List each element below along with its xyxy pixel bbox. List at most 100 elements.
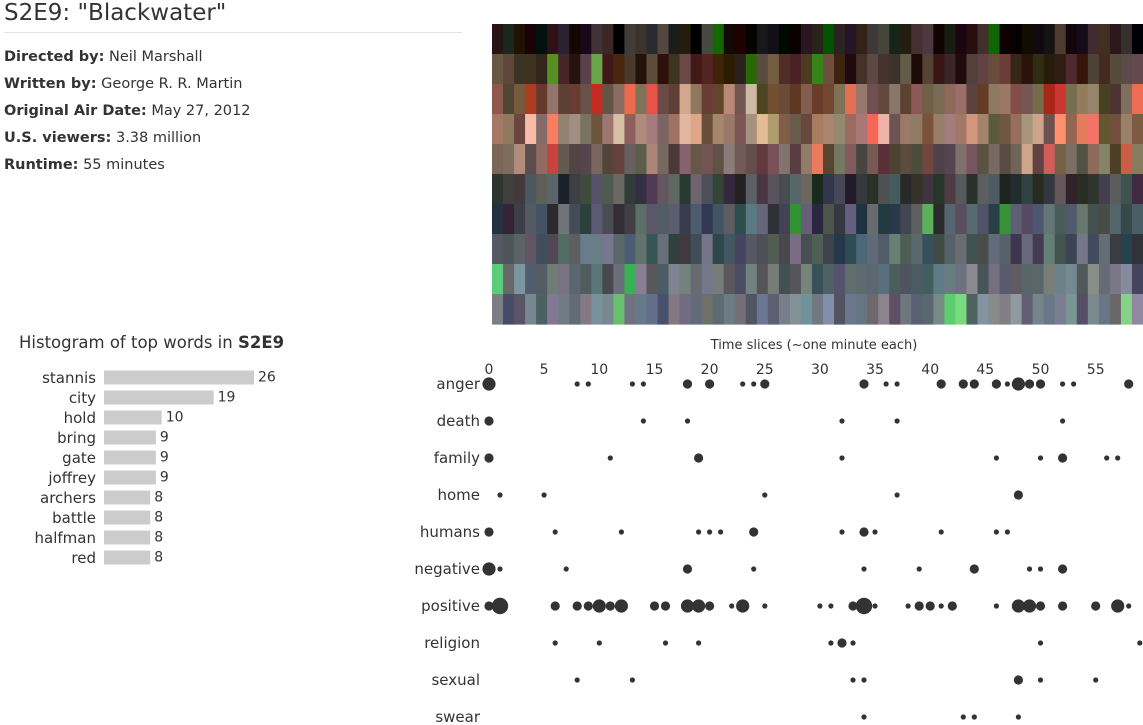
timeline-dot <box>696 640 702 646</box>
timeline-dot <box>484 416 494 426</box>
timeline-dot <box>839 529 845 535</box>
timeline-dot <box>749 527 759 537</box>
timeline-dot <box>541 492 547 498</box>
timeline-dot <box>482 377 496 391</box>
timeline-dot <box>572 601 582 611</box>
timeline-dot <box>583 601 593 611</box>
histogram-bar <box>104 370 254 385</box>
timeline-dot <box>894 418 900 424</box>
timeline-dot <box>958 379 968 389</box>
histogram-bar <box>104 470 156 485</box>
meta-row-viewers: U.S. viewers: 3.38 million <box>4 125 250 152</box>
timeline-dot <box>1058 453 1068 463</box>
histogram-count-label: 19 <box>218 390 236 406</box>
episode-metadata: Directed by: Neil Marshall Written by: G… <box>4 44 250 179</box>
timeline-dot <box>1011 377 1025 391</box>
timeline-tick-label: 0 <box>485 362 494 378</box>
timeline-dot <box>696 529 702 535</box>
timeline-dot <box>1093 677 1099 683</box>
timeline-dot <box>850 640 856 646</box>
timeline-dot <box>1137 640 1143 646</box>
timeline-dot <box>1037 640 1044 646</box>
timeline-dot <box>614 599 629 613</box>
meta-value: George R. R. Martin <box>101 76 243 92</box>
timeline-dot <box>828 603 834 609</box>
timeline-dot <box>596 640 602 646</box>
histogram-count-label: 8 <box>154 530 163 546</box>
timeline-dot <box>1115 455 1121 461</box>
timeline-dot <box>1058 601 1068 611</box>
timeline-dot <box>682 379 693 389</box>
histogram-count-label: 10 <box>166 410 184 426</box>
timeline-tick-label: 10 <box>590 362 608 378</box>
timeline-dot <box>684 418 691 424</box>
timeline-dot <box>662 640 669 646</box>
timeline-dot <box>705 601 715 611</box>
title-divider <box>4 32 462 33</box>
timeline-dot <box>872 529 878 535</box>
timeline-dot <box>762 603 768 609</box>
timeline-dot <box>729 603 735 609</box>
histogram-word-label: stannis <box>42 369 96 387</box>
meta-value: Neil Marshall <box>109 49 203 65</box>
timeline-dot <box>1111 599 1125 613</box>
timeline-category-label: family <box>434 449 480 467</box>
histogram-word-label: battle <box>52 509 96 527</box>
timeline-dot <box>850 677 856 683</box>
timeline-dot <box>1037 455 1044 461</box>
histogram-title-prefix: Histogram of top words in <box>19 333 238 352</box>
timeline-dot <box>859 527 869 537</box>
timeline-dot <box>692 599 706 613</box>
timeline-dot <box>585 381 591 387</box>
timeline-dot <box>1022 599 1037 613</box>
timeline-tick-label: 5 <box>540 362 549 378</box>
histogram-count-label: 9 <box>160 450 169 466</box>
histogram-count-label: 26 <box>258 370 276 386</box>
histogram-bar <box>104 430 156 445</box>
timeline-dot <box>905 603 911 609</box>
timeline-dot <box>629 381 636 387</box>
histogram-bar <box>104 550 151 565</box>
histogram-bar <box>104 530 151 545</box>
timeline-dot <box>1058 564 1068 574</box>
timeline-dot <box>760 379 770 389</box>
timeline-dot <box>491 597 509 615</box>
timeline-dot <box>991 379 1002 389</box>
histogram-word-label: red <box>71 549 96 567</box>
timeline-dot <box>607 455 613 461</box>
timeline-dot <box>1060 418 1066 424</box>
timeline-category-label: home <box>437 486 480 504</box>
timeline-dot <box>718 529 724 535</box>
timeline-category-label: anger <box>436 375 480 393</box>
timeline-dot <box>497 492 503 498</box>
timeline-dot <box>872 603 878 609</box>
timeline-dot <box>682 564 693 574</box>
histogram-word-label: hold <box>64 409 96 427</box>
timeline-dot <box>936 379 946 389</box>
timeline-dot <box>550 601 560 611</box>
timeline-dot <box>640 418 647 424</box>
timeline-dot <box>894 492 900 498</box>
timeline-dot <box>484 453 494 463</box>
histogram-count-label: 8 <box>154 550 163 566</box>
timeline-dot <box>618 529 625 535</box>
timeline-dot <box>1035 379 1046 389</box>
timeline-dot <box>916 566 922 572</box>
meta-value: 55 minutes <box>83 157 165 173</box>
timeline-dot <box>960 714 966 720</box>
timeline-axis-title: Time slices (~one minute each) <box>710 338 918 353</box>
meta-value: 3.38 million <box>115 130 202 146</box>
timeline-dot <box>828 640 834 646</box>
timeline-dot <box>1060 381 1066 387</box>
timeline-dot <box>969 564 979 574</box>
timeline-dot <box>1035 601 1046 611</box>
timeline-dot <box>574 381 580 387</box>
histogram-word-label: gate <box>62 449 96 467</box>
timeline-dot <box>740 381 746 387</box>
histogram-count-label: 8 <box>154 490 163 506</box>
timeline-dot <box>707 529 713 535</box>
meta-label: Original Air Date: <box>4 103 147 119</box>
timeline-dot <box>947 601 957 611</box>
histogram-bar <box>104 510 151 525</box>
histogram-bar <box>104 450 156 465</box>
